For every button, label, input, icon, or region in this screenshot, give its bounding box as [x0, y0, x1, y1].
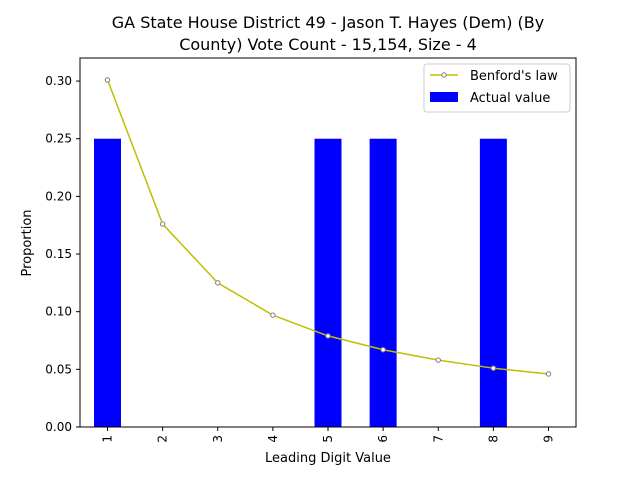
x-tick-label: 6 [376, 435, 390, 443]
x-tick-label: 1 [101, 435, 115, 443]
y-tick-label: 0.30 [45, 74, 72, 88]
benford-point-4 [270, 312, 276, 318]
y-tick-label: 0.00 [45, 420, 72, 434]
legend-benford-label: Benford's law [470, 69, 558, 84]
x-tick-label: 4 [266, 435, 280, 443]
y-tick-label: 0.15 [45, 247, 72, 261]
x-tick-label: 8 [486, 435, 500, 443]
benford-point-3 [215, 280, 221, 286]
bar-digit-5 [314, 138, 342, 427]
bars-layer [94, 138, 507, 427]
x-tick-label: 2 [156, 435, 170, 443]
benford-point-8 [490, 365, 497, 371]
benford-point-5 [325, 333, 331, 339]
legend-actual-label: Actual value [470, 91, 550, 106]
y-tick-label: 0.25 [45, 132, 72, 146]
y-tick-label: 0.10 [45, 305, 72, 319]
legend-box [423, 63, 571, 113]
benford-point-2 [159, 221, 166, 227]
bar-digit-1 [94, 138, 121, 427]
benford-point-1 [104, 77, 111, 83]
y-tick-label: 0.20 [45, 189, 72, 203]
x-axis: 1 2 3 4 5 6 7 8 9 [101, 427, 556, 443]
x-tick-label: 3 [211, 435, 225, 443]
y-axis: 0.00 0.05 0.10 0.15 0.20 0.25 0.30 [45, 74, 80, 434]
chart-title-line2: County) Vote Count - 15,154, Size - 4 [179, 35, 477, 54]
y-axis-label: Proportion [20, 209, 35, 276]
x-tick-label: 9 [542, 435, 556, 443]
benford-point-9 [545, 371, 552, 377]
benford-point-6 [380, 347, 386, 353]
x-axis-label: Leading Digit Value [265, 451, 391, 466]
benford-line-layer [104, 77, 552, 377]
chart-title-line1: GA State House District 49 - Jason T. Ha… [112, 13, 544, 32]
benford-point-7 [435, 357, 441, 363]
x-tick-label: 7 [431, 435, 445, 443]
legend-actual-swatch [430, 92, 458, 102]
y-tick-label: 0.05 [45, 362, 72, 376]
bar-digit-8 [479, 138, 507, 427]
legend-benford-marker [441, 72, 447, 78]
bar-digit-6 [369, 138, 397, 427]
x-tick-label: 5 [321, 435, 335, 443]
legend: Benford's law Actual value [423, 63, 571, 113]
